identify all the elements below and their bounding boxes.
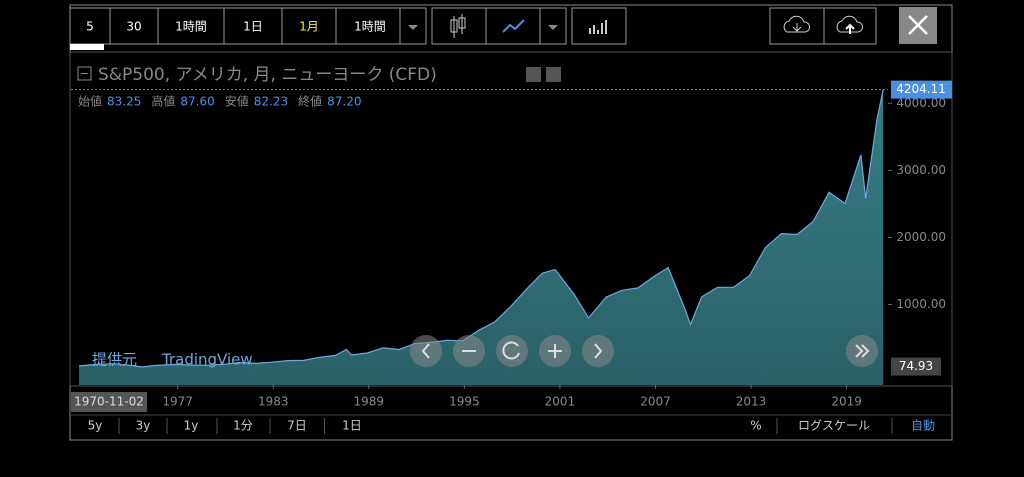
collapse-icon[interactable] — [77, 66, 92, 81]
x-tick-label: 2019 — [831, 395, 862, 409]
last-price-badge — [891, 80, 952, 99]
ohlc-label: 終値 — [298, 94, 322, 109]
low-price-badge — [891, 357, 941, 376]
upload-arrow — [845, 23, 855, 34]
interval-label: 1時間 — [175, 20, 207, 34]
y-tick-label: 4000.00 — [896, 96, 946, 110]
x-tick-label: 1977 — [162, 395, 193, 409]
price-area — [78, 89, 884, 385]
low-price-label: 74.93 — [899, 359, 933, 373]
interval-label: 1日 — [243, 20, 263, 34]
interval-button[interactable] — [335, 7, 405, 45]
ohlc-value: 87.60 — [180, 95, 214, 109]
ohlc-label: 高値 — [151, 94, 175, 109]
x-tick-label: 2001 — [545, 395, 576, 409]
download-icon — [783, 15, 811, 33]
interval-button[interactable] — [223, 7, 283, 45]
indicator-icon — [589, 20, 607, 34]
y-tick-label: 1000.00 — [896, 297, 946, 311]
settings-icon[interactable] — [546, 67, 561, 82]
scroll-left[interactable] — [410, 335, 442, 367]
x-tick-label: 1983 — [258, 395, 289, 409]
watermark-prefix: 提供元 — [92, 351, 137, 369]
watermark-brand: TradingView — [161, 351, 253, 369]
x-tick-label: 2013 — [736, 395, 767, 409]
interval-button[interactable] — [109, 7, 159, 45]
ohlc-label: 始値 — [78, 94, 102, 109]
upload-icon — [836, 15, 864, 33]
range-button[interactable]: 1日 — [342, 419, 362, 433]
close-icon — [908, 15, 928, 35]
interval-label: 1時間 — [354, 20, 386, 34]
interval-button[interactable] — [281, 7, 337, 45]
price-line — [78, 89, 884, 368]
eye-icon[interactable] — [526, 67, 541, 82]
interval-label: 5 — [86, 20, 94, 34]
date-label: 1970-11-02 — [74, 395, 144, 409]
dropdown-icon — [548, 25, 558, 30]
x-tick-label: 1989 — [354, 395, 385, 409]
x-tick-label: 1995 — [449, 395, 480, 409]
interval-button[interactable] — [69, 7, 111, 45]
nav-controls — [410, 335, 878, 367]
dropdown-icon — [408, 25, 418, 30]
y-tick-label: 3000.00 — [896, 163, 946, 177]
candle-icon — [450, 14, 466, 38]
range-button[interactable]: 1分 — [233, 419, 253, 433]
option-button[interactable]: 自動 — [911, 419, 935, 433]
last-price-label: 4204.11 — [896, 82, 946, 96]
ohlc-value: 82.23 — [254, 95, 288, 109]
interval-label: 30 — [126, 20, 141, 34]
dropdown[interactable] — [399, 7, 427, 45]
ohlc-value: 83.25 — [107, 95, 141, 109]
symbol-title: S&P500, アメリカ, 月, ニューヨーク (CFD) — [98, 65, 437, 85]
interval-label: 1月 — [299, 20, 319, 34]
range-button[interactable]: 1y — [184, 419, 199, 433]
indicator-button[interactable] — [571, 7, 627, 45]
date-badge — [71, 392, 147, 412]
ohlc-value: 87.20 — [327, 95, 361, 109]
scroll-indicator — [70, 44, 104, 50]
option-button[interactable]: ログスケール — [798, 419, 870, 433]
x-tick-label: 2007 — [640, 395, 671, 409]
line-button[interactable] — [485, 7, 541, 45]
reset[interactable] — [496, 335, 528, 367]
scroll-right[interactable] — [582, 335, 614, 367]
range-button[interactable]: 7日 — [287, 419, 307, 433]
line-icon — [502, 19, 525, 33]
range-button[interactable]: 3y — [136, 419, 151, 433]
y-tick-label: 2000.00 — [896, 230, 946, 244]
ohlc-label: 安値 — [225, 94, 249, 109]
range-button[interactable]: 5y — [88, 419, 103, 433]
nav-icons — [421, 341, 870, 360]
option-button[interactable]: % — [750, 419, 761, 433]
